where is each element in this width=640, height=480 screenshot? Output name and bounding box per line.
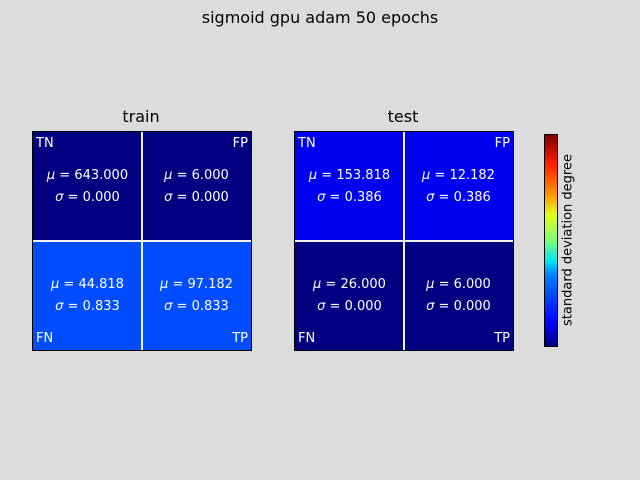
cell-mean: μ = 26.000 xyxy=(313,277,386,292)
matrix-cell-fn: μ = 26.000 σ = 0.000 FN xyxy=(295,241,404,350)
cell-std: σ = 0.000 xyxy=(164,190,229,205)
cell-stats: μ = 6.000 σ = 0.000 xyxy=(404,274,513,318)
confusion-matrix-test: μ = 153.818 σ = 0.386 TN μ = 12.182 σ = 0.38… xyxy=(294,131,514,351)
cell-stats: μ = 643.000 σ = 0.000 xyxy=(33,165,142,209)
cell-stats: μ = 26.000 σ = 0.000 xyxy=(295,274,404,318)
cell-std: σ = 0.000 xyxy=(426,299,491,314)
cell-label-fn: FN xyxy=(298,331,316,346)
cell-label-tn: TN xyxy=(36,136,54,151)
cell-stats: μ = 44.818 σ = 0.833 xyxy=(33,274,142,318)
grid-line-horizontal xyxy=(33,240,251,242)
cell-mean: μ = 97.182 xyxy=(160,277,233,292)
colorbar xyxy=(544,134,558,347)
cell-stats: μ = 97.182 σ = 0.833 xyxy=(142,274,251,318)
cell-std: σ = 0.000 xyxy=(55,190,120,205)
matrix-cell-fp: μ = 6.000 σ = 0.000 FP xyxy=(142,132,251,241)
confusion-matrix-train: μ = 643.000 σ = 0.000 TN μ = 6.000 σ = 0.000… xyxy=(32,131,252,351)
cell-label-fp: FP xyxy=(232,136,248,151)
panel-title-train: train xyxy=(122,107,160,126)
panel-title-test: test xyxy=(387,107,419,126)
cell-std: σ = 0.833 xyxy=(164,299,229,314)
cell-label-fp: FP xyxy=(494,136,510,151)
colorbar-label: standard deviation degree xyxy=(560,154,576,326)
cell-label-tp: TP xyxy=(494,331,510,346)
cell-mean: μ = 6.000 xyxy=(426,277,491,292)
matrix-cell-tn: μ = 643.000 σ = 0.000 TN xyxy=(33,132,142,241)
cell-std: σ = 0.000 xyxy=(317,299,382,314)
figure-title: sigmoid gpu adam 50 epochs xyxy=(201,8,439,27)
cell-mean: μ = 153.818 xyxy=(308,168,391,183)
cell-stats: μ = 12.182 σ = 0.386 xyxy=(404,165,513,209)
cell-label-tn: TN xyxy=(298,136,316,151)
cell-label-tp: TP xyxy=(232,331,248,346)
cell-std: σ = 0.386 xyxy=(426,190,491,205)
matrix-cell-tp: μ = 97.182 σ = 0.833 TP xyxy=(142,241,251,350)
cell-std: σ = 0.833 xyxy=(55,299,120,314)
cell-stats: μ = 153.818 σ = 0.386 xyxy=(295,165,404,209)
matrix-cell-fn: μ = 44.818 σ = 0.833 FN xyxy=(33,241,142,350)
cell-mean: μ = 643.000 xyxy=(46,168,129,183)
cell-label-fn: FN xyxy=(36,331,54,346)
matrix-cell-tp: μ = 6.000 σ = 0.000 TP xyxy=(404,241,513,350)
cell-mean: μ = 12.182 xyxy=(422,168,495,183)
cell-stats: μ = 6.000 σ = 0.000 xyxy=(142,165,251,209)
cell-mean: μ = 44.818 xyxy=(51,277,124,292)
cell-std: σ = 0.386 xyxy=(317,190,382,205)
cell-mean: μ = 6.000 xyxy=(164,168,229,183)
matrix-cell-tn: μ = 153.818 σ = 0.386 TN xyxy=(295,132,404,241)
matrix-cell-fp: μ = 12.182 σ = 0.386 FP xyxy=(404,132,513,241)
grid-line-horizontal xyxy=(295,240,513,242)
